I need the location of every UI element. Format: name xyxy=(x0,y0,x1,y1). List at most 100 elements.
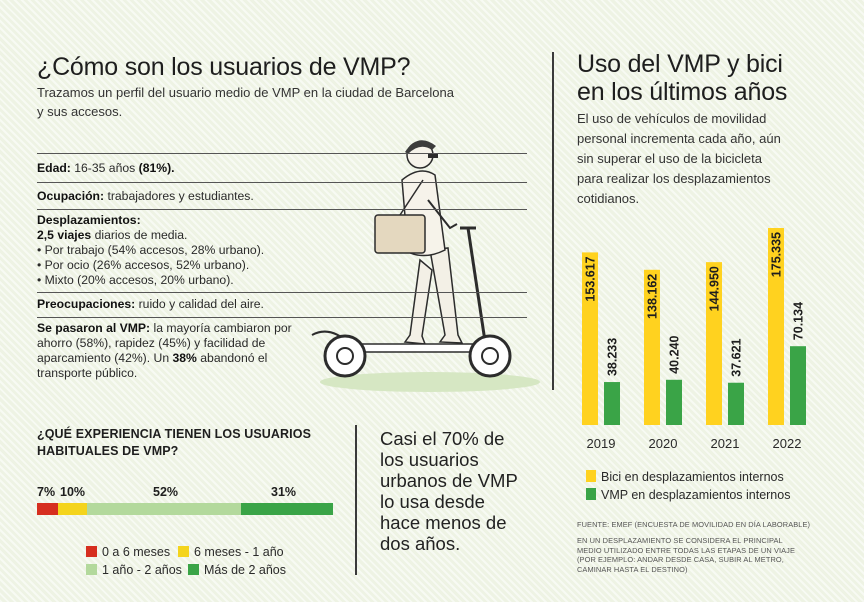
vmp-bar xyxy=(666,379,682,425)
method-note: EN UN DESPLAZAMIENTO SE CONSIDERA EL PRI… xyxy=(577,536,795,574)
legend-item: 6 meses - 1 año xyxy=(178,545,284,559)
method-note-line: CAMINAR HASTA EL DESTINO) xyxy=(577,564,688,574)
se-pasaron-pct: 38% xyxy=(172,351,197,365)
desplazamientos-label: Desplazamientos: xyxy=(37,213,141,227)
right-title: Uso del VMP y bici en los últimos años xyxy=(577,50,787,106)
quote-line: los usuarios xyxy=(380,449,479,470)
quote-line: dos años. xyxy=(380,533,461,554)
bar-chart: 153.617 38.233 2019 138.162 40.240 2020 144.95… xyxy=(582,228,806,451)
se-pasaron-text2: abandonó el transporte público. xyxy=(37,351,268,380)
experience-stacked-bar xyxy=(37,503,333,515)
bici-value-label: 138.162 xyxy=(646,274,660,319)
method-note-line: EN UN DESPLAZAMIENTO SE CONSIDERA EL PRI… xyxy=(577,536,783,545)
vmp-value-label: 38.233 xyxy=(606,338,620,376)
quote-line: Casi el 70% de xyxy=(380,428,505,449)
se-pasaron-label: Se pasaron al VMP: xyxy=(37,321,151,335)
legend-label: Más de 2 años xyxy=(204,563,286,577)
bici-bar xyxy=(644,269,660,425)
bici-bar xyxy=(706,262,722,425)
row-divider xyxy=(37,209,527,210)
quote-line: hace menos de xyxy=(380,512,507,533)
vmp-value-label: 70.134 xyxy=(792,302,806,340)
desplazamiento-item: • Mixto (20% accesos, 20% urbano). xyxy=(37,273,234,287)
vmp-value-label: 40.240 xyxy=(668,336,682,374)
bici-bar xyxy=(768,228,784,425)
bici-value-label: 175.335 xyxy=(770,232,784,277)
legend-item: 0 a 6 meses xyxy=(86,545,170,559)
bici-bar xyxy=(582,252,598,425)
experience-segment xyxy=(87,503,242,515)
legend-label: VMP en desplazamientos internos xyxy=(601,488,791,502)
bici-value-label: 153.617 xyxy=(584,256,598,301)
edad-row: Edad: 16-35 años (81%). xyxy=(37,161,337,176)
left-title: ¿Cómo son los usuarios de VMP? xyxy=(37,53,411,81)
quote-line: lo usa desde xyxy=(380,491,485,512)
right-title-line: Uso del VMP y bici xyxy=(577,50,783,78)
quote-line: urbanos de VMP xyxy=(380,470,518,491)
right-subtitle-line: para realizar los desplazamientos xyxy=(577,171,771,186)
preocupaciones-label: Preocupaciones: xyxy=(37,297,136,311)
viajes-count: 2,5 viajes xyxy=(37,228,92,242)
column-separator xyxy=(552,52,554,390)
ocupacion-label: Ocupación: xyxy=(37,189,105,203)
se-pasaron-row: Se pasaron al VMP: la mayoría cambiaron … xyxy=(37,321,299,381)
right-subtitle-line: El uso de vehículos de movilidad xyxy=(577,111,767,126)
desplazamiento-item: • Por trabajo (54% accesos, 28% urbano). xyxy=(37,243,265,257)
se-pasaron-text: la mayoría cambiaron por ahorro (58%), r… xyxy=(37,321,292,365)
legend-swatch xyxy=(178,546,189,557)
legend-label: 6 meses - 1 año xyxy=(194,545,284,559)
source-note: FUENTE: EMEF (ENCUESTA DE MOVILIDAD EN D… xyxy=(577,520,811,529)
row-divider xyxy=(37,153,527,154)
highlight-quote: Casi el 70% de los usuarios urbanos de V… xyxy=(380,428,518,554)
experiencia-title: ¿QUÉ EXPERIENCIA TIENEN LOS USUARIOS HAB… xyxy=(37,426,311,460)
left-subtitle-1: Trazamos un perfil del usuario medio de … xyxy=(37,85,454,100)
legend-item: Más de 2 años xyxy=(188,563,286,577)
edad-label: Edad: xyxy=(37,161,71,175)
vmp-bar xyxy=(728,382,744,425)
experiencia-title-line: ¿QUÉ EXPERIENCIA TIENEN LOS USUARIOS xyxy=(37,427,312,441)
experience-segment xyxy=(57,503,88,515)
pct-label: 52% xyxy=(153,485,179,499)
ocupacion-value: trabajadores y estudiantes. xyxy=(107,189,254,203)
x-tick-label: 2020 xyxy=(649,436,678,451)
legend-swatch xyxy=(586,488,596,500)
legend-label: 1 año - 2 años xyxy=(102,563,182,577)
legend-label: 0 a 6 meses xyxy=(102,545,171,559)
viajes-rest: diarios de media. xyxy=(94,228,188,242)
row-divider xyxy=(37,182,527,183)
x-tick-label: 2022 xyxy=(773,436,802,451)
chart-legend-item: Bici en desplazamientos internos xyxy=(586,470,784,484)
right-subtitle: El uso de vehículos de movilidad persona… xyxy=(577,109,781,209)
experience-segment xyxy=(37,503,58,515)
legend-label: Bici en desplazamientos internos xyxy=(601,470,784,484)
right-subtitle-line: cotidianos. xyxy=(577,191,640,206)
legend-item: 1 año - 2 años xyxy=(86,563,182,577)
bici-value-label: 144.950 xyxy=(708,266,722,311)
vmp-bar xyxy=(790,346,806,425)
edad-pct: (81%). xyxy=(138,161,175,175)
desplazamiento-item: • Por ocio (26% accesos, 52% urbano). xyxy=(37,258,250,272)
legend-swatch xyxy=(188,564,199,575)
preocupaciones-value: ruido y calidad del aire. xyxy=(138,297,264,311)
method-note-line: MEDIO UTILIZADO ENTRE TODAS LAS ETAPAS D… xyxy=(577,545,796,555)
vmp-bar xyxy=(604,382,620,425)
pct-label: 10% xyxy=(60,485,86,499)
experience-segment xyxy=(241,503,333,515)
x-tick-label: 2019 xyxy=(587,436,616,451)
legend-swatch xyxy=(86,546,97,557)
legend-swatch xyxy=(586,470,596,482)
x-tick-label: 2021 xyxy=(711,436,740,451)
chart-legend-item: VMP en desplazamientos internos xyxy=(586,488,790,502)
row-divider xyxy=(37,317,527,318)
ocupacion-row: Ocupación: trabajadores y estudiantes. xyxy=(37,189,337,204)
desplazamientos-row: Desplazamientos: 2,5 viajes diarios de m… xyxy=(37,213,337,288)
right-subtitle-line: sin superar el uso de la bicicleta xyxy=(577,151,762,166)
method-note-line: (POR EJEMPLO: ANDAR DESDE CASA, SUBIR AL… xyxy=(577,555,784,564)
legend-swatch xyxy=(86,564,97,575)
right-subtitle-line: personal incrementa cada año, aún xyxy=(577,131,781,146)
pct-label: 7% xyxy=(37,485,56,499)
experiencia-title-line: HABITUALES DE VMP? xyxy=(37,444,179,458)
row-divider xyxy=(37,292,527,293)
left-subtitle-2: y sus accesos. xyxy=(37,104,123,119)
